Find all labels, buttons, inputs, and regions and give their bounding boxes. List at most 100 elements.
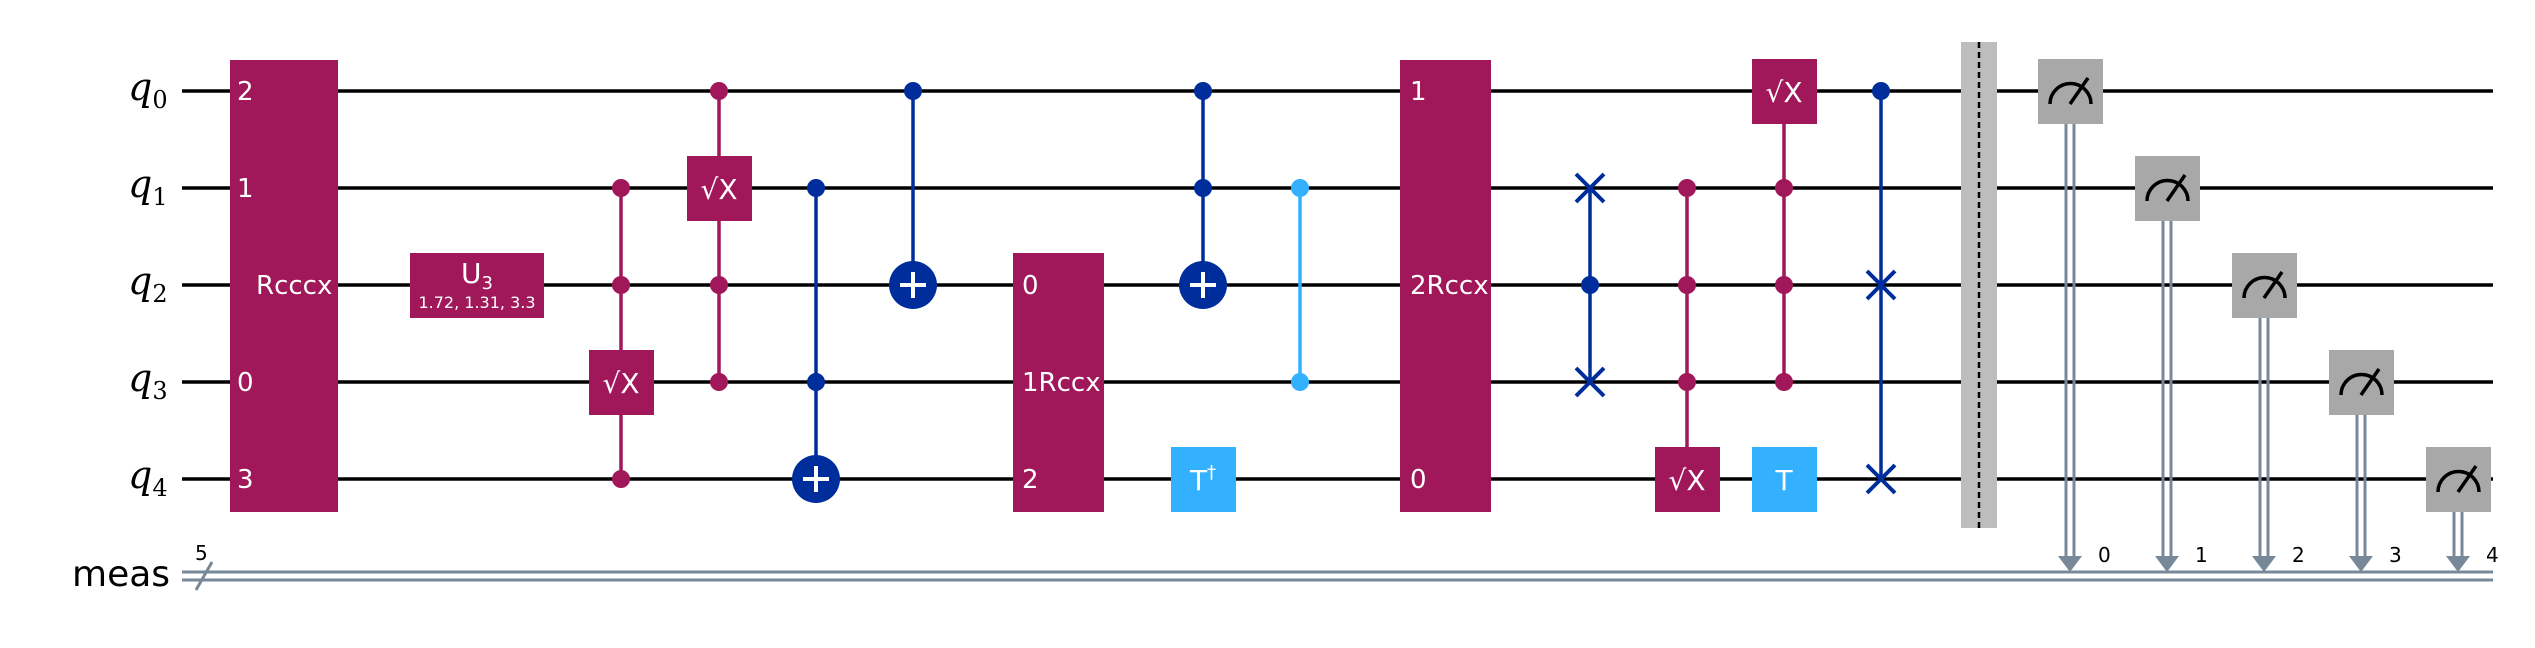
tdg-gate: T†: [1171, 447, 1236, 512]
sx-box: [1752, 59, 1817, 124]
meter-arc-icon: [2339, 372, 2384, 396]
rccx2-pin-q0: 1: [1410, 77, 1427, 107]
u3-gate: U3 1.72, 1.31, 3.3: [410, 253, 544, 318]
qubit-label-q2: q2: [128, 259, 168, 308]
rcccx-pin-q3: 0: [237, 368, 254, 398]
control-dot: [710, 276, 728, 294]
qubit-label-q0: q0: [128, 65, 168, 114]
rccx2-label: 2Rccx: [1410, 271, 1489, 301]
sx-box: [1655, 447, 1720, 512]
rcccx-pin-q0: 2: [237, 77, 254, 107]
meter-needle-icon: [2359, 368, 2381, 396]
sx-label: √X: [1765, 76, 1802, 109]
sx-box: [589, 350, 654, 415]
register-size: 5: [195, 541, 208, 565]
control-dot: [1581, 276, 1599, 294]
measurements: 0 1 2 3: [2038, 59, 2499, 572]
t-label: T: [1774, 464, 1793, 497]
control-dot: [807, 373, 825, 391]
sx-box: [687, 156, 752, 221]
swap-x-icon: [1574, 366, 1606, 398]
control-dot: [1775, 373, 1793, 391]
cx-gate-q0-q2: [889, 82, 937, 309]
ccx-gate-q4: [792, 179, 840, 503]
control-dot: [1194, 82, 1212, 100]
control-dot: [807, 179, 825, 197]
sx-label: √X: [602, 367, 639, 400]
csx-gate-q0: √X: [1752, 59, 1817, 391]
measure-bit-label: 3: [2389, 543, 2402, 567]
measure-q2: 2: [2232, 253, 2305, 572]
measure-q1: 1: [2135, 156, 2208, 572]
rcccx-label: Rcccx: [256, 271, 332, 301]
measure-q2-arrowhead: [2252, 556, 2276, 572]
ccx-gate-q2: [1179, 82, 1227, 309]
barrier: [1961, 42, 1997, 528]
meter-arc-icon: [2145, 178, 2190, 202]
csx-gate-q3: √X: [589, 179, 654, 488]
measure-q0: 0: [2038, 59, 2111, 572]
control-dot: [1291, 179, 1309, 197]
control-dot: [1872, 82, 1890, 100]
control-dot: [612, 470, 630, 488]
rcccx-gate: 2 1 Rcccx 0 3: [230, 60, 338, 512]
t-gate: T: [1752, 447, 1817, 512]
control-dot: [904, 82, 922, 100]
measure-box: [2426, 447, 2491, 512]
sx-label: √X: [1668, 464, 1705, 497]
rccx-gate-1: 0 1Rccx 2: [1013, 253, 1104, 512]
meter-needle-icon: [2068, 77, 2090, 105]
control-dot: [1194, 179, 1212, 197]
control-dot: [1775, 276, 1793, 294]
measure-q4: 4: [2426, 447, 2499, 572]
rccx1-box: [1013, 253, 1104, 512]
meter-needle-icon: [2262, 271, 2284, 299]
t-box: [1752, 447, 1817, 512]
swap-x-icon: [1865, 269, 1897, 301]
rccx1-pin-q4: 2: [1022, 465, 1039, 495]
rcccx-box: [230, 60, 338, 512]
control-dot: [612, 276, 630, 294]
control-dot: [1291, 373, 1309, 391]
control-dot: [1678, 276, 1696, 294]
measure-bit-label: 1: [2195, 543, 2208, 567]
measure-q3: 3: [2329, 350, 2402, 572]
measure-box: [2232, 253, 2297, 318]
control-dot: [1678, 179, 1696, 197]
rcccx-pin-q1: 1: [237, 174, 254, 204]
qubit-label-q3: q3: [128, 356, 168, 405]
control-dot: [612, 179, 630, 197]
rccx2-box: [1400, 60, 1491, 512]
qubit-wires: [182, 89, 2493, 481]
measure-q4-arrowhead: [2446, 556, 2470, 572]
measure-bit-label: 4: [2486, 543, 2499, 567]
qubit-labels: q0 q1 q2 q3 q4 meas: [72, 65, 170, 595]
swap-x-icon: [1865, 463, 1897, 495]
cswap-gate-q1-q3: [1574, 172, 1606, 398]
measure-q3-arrowhead: [2349, 556, 2373, 572]
rccx1-pin-q2: 0: [1022, 271, 1039, 301]
csx-gate-q1: √X: [687, 82, 752, 391]
control-dot: [1678, 373, 1696, 391]
rcccx-pin-q4: 3: [237, 465, 254, 495]
rccx-gate-2: 1 2Rccx 0: [1400, 60, 1491, 512]
meter-arc-icon: [2242, 275, 2287, 299]
u3-label: U3: [461, 257, 493, 294]
csx-gate-q4: √X: [1655, 179, 1720, 512]
measure-bit-label: 0: [2098, 543, 2111, 567]
swap-x-icon: [1574, 172, 1606, 204]
rccx2-pin-q4: 0: [1410, 465, 1427, 495]
u3-params: 1.72, 1.31, 3.3: [418, 293, 535, 312]
cz-gate-q1-q3: [1291, 179, 1309, 391]
rccx1-label: 1Rccx: [1022, 368, 1101, 398]
meter-arc-icon: [2436, 469, 2481, 493]
cswap-gate-q2-q4: [1865, 82, 1897, 495]
u3-box: [410, 253, 544, 318]
qubit-label-q1: q1: [128, 162, 168, 211]
meter-needle-icon: [2165, 174, 2187, 202]
measure-box: [2135, 156, 2200, 221]
measure-box: [2038, 59, 2103, 124]
meter-arc-icon: [2048, 81, 2093, 105]
register-slash: [194, 561, 214, 591]
